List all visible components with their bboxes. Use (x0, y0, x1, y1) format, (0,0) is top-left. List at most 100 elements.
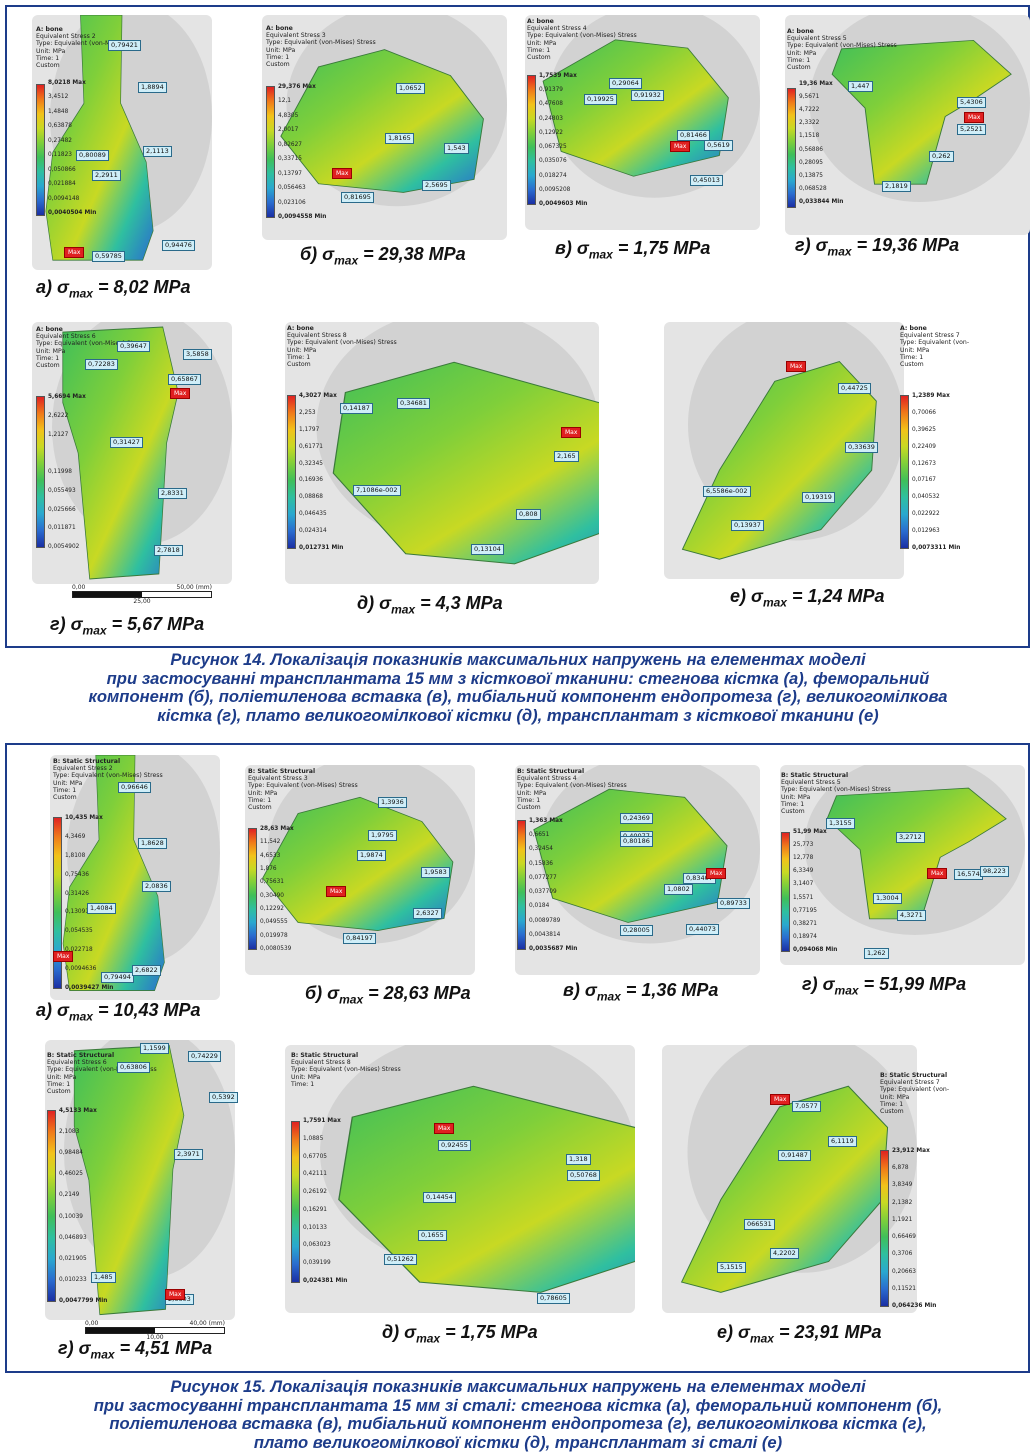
legend-title: A: bone (287, 325, 314, 332)
scale-tick-label: 0,12922 (539, 129, 563, 136)
scale-tick-label: 4,8305 (278, 112, 299, 119)
legend-line: Type: Equivalent (von-Mi (36, 40, 113, 48)
legend-title: B: Static Structural (517, 768, 585, 775)
scale-tick-label: 0,27482 (48, 137, 72, 144)
scale-tick-label: 1,2127 (48, 431, 69, 438)
scale-tick-label: 0,42111 (303, 1171, 327, 1178)
scale-tick-label: 8,0218 Max (48, 80, 86, 86)
stress-probe-label: 066531 (744, 1219, 775, 1230)
scale-tick-label: 0,064236 Min (892, 1303, 937, 1309)
legend-line: Custom (248, 804, 272, 812)
caption-line: плато великогомілкової кістки (д), транс… (253, 1432, 783, 1452)
scale-tick-label: 0,068528 (799, 185, 827, 192)
scale-tick-label: 0,75631 (260, 879, 284, 886)
scale-tick-label: 0,32454 (529, 846, 553, 853)
legend-title: B: Static Structural (291, 1052, 359, 1059)
stress-probe-label: 0,79494 (101, 972, 134, 983)
stress-contour-shape (45, 15, 154, 261)
scale-tick-label: 0,39625 (912, 426, 936, 433)
legend-line: Unit: MPa (517, 789, 547, 797)
legend-line: Unit: MPa (36, 47, 66, 55)
scale-tick-label: 0,10133 (303, 1224, 327, 1231)
scale-row: 0,00 40,00 (mm) (85, 1320, 225, 1327)
scale-tick-label: 0,91379 (539, 87, 563, 94)
legend-line: Time: 1 (266, 53, 290, 61)
scale-tick-label: 0,10039 (59, 1213, 83, 1220)
scale-tick-label: 0,30490 (260, 892, 284, 899)
stress-probe-label: 2,165 (554, 451, 579, 462)
scale-tick-label: 0,063023 (303, 1242, 331, 1249)
stress-probe-label: 0,50768 (567, 1170, 600, 1181)
scale-tick-label: 0,039199 (303, 1260, 331, 1267)
legend-line: Custom (517, 804, 541, 812)
stress-probe-label: 0,13104 (471, 544, 504, 555)
legend-header: A: bone Equivalent Stress 5 Type: Equivale… (787, 28, 897, 71)
stress-probe-label: 0,13937 (731, 520, 764, 531)
scale-tick-label: 1,5571 (793, 894, 814, 901)
scale-tick-label: 0,024381 Min (303, 1278, 348, 1284)
max-marker: Max (670, 141, 691, 152)
scale-tick-label: 0,094068 Min (793, 947, 838, 953)
legend-title: B: Static Structural (880, 1072, 948, 1079)
stress-probe-label: 0,44073 (686, 924, 719, 935)
fea-model-svg (662, 1045, 917, 1313)
scale-tick-label: 0,0080539 (260, 946, 292, 952)
panel-subcaption: г) σmax = 19,36 MPa (795, 235, 960, 259)
figure-15-caption: Рисунок 15. Локалізація показників макси… (8, 1377, 1028, 1452)
scale-tick-label: 0,13797 (278, 170, 302, 177)
stress-probe-label: 0,5619 (704, 140, 733, 151)
legend-line: Custom (787, 64, 811, 72)
scale-tick-label: 1,0885 (303, 1135, 324, 1142)
scale-tick-label: 1,1921 (892, 1216, 913, 1223)
stress-probe-label: 0,19319 (802, 492, 835, 503)
stress-probe-label: 1,262 (864, 948, 889, 959)
stress-probe-label: 1,8165 (385, 133, 414, 144)
legend-line: Equivalent Stress 8 (287, 332, 347, 340)
stress-probe-label: 1,8628 (138, 838, 167, 849)
max-marker: Max (434, 1123, 455, 1134)
scale-tick-label: 2,0017 (278, 127, 299, 134)
scale-tick-label: 0,023106 (278, 199, 306, 206)
scale-tick-label: 29,376 Max (278, 84, 316, 90)
legend-line: Equivalent Stress 2 (53, 765, 113, 773)
legend-line: Unit: MPa (248, 789, 278, 797)
stress-probe-label: 0,51262 (384, 1254, 417, 1265)
stress-probe-label: 0,94476 (162, 240, 195, 251)
scale-tick-label: 12,778 (793, 855, 814, 862)
legend-line: Time: 1 (787, 56, 811, 64)
caption-line: кістка (г), плато великогомілкової кістк… (157, 705, 879, 725)
scale-tick-label: 0,6651 (529, 832, 550, 839)
stress-probe-label: 1,9795 (368, 830, 397, 841)
legend-line: Custom (781, 808, 805, 816)
scale-tick-label: 0,0095208 (539, 186, 571, 193)
caption-line: компонент (б), поліетиленова вставка (в)… (88, 687, 948, 706)
legend-line: Unit: MPa (36, 347, 66, 355)
scale-tick-label: 0,18974 (793, 933, 817, 940)
scale-tick-label: 0,66469 (892, 1234, 916, 1241)
scale-end: 50,00 (mm) (176, 584, 212, 591)
scale-tick-label: 51,99 Max (793, 829, 827, 835)
scale-tick-label: 0,0094148 (48, 195, 80, 202)
stress-probe-label: 0,14454 (423, 1192, 456, 1203)
fea-render-a (32, 15, 212, 270)
stress-probe-label: 1,447 (848, 81, 873, 92)
legend-line: Unit: MPa (47, 1073, 77, 1081)
max-marker: Max (332, 168, 353, 179)
legend-line: Custom (47, 1088, 71, 1096)
scale-tick-label: 0,0184 (529, 903, 550, 910)
legend-line: Custom (880, 1108, 904, 1116)
max-marker: Max (561, 427, 582, 438)
fea-render-d (785, 15, 1030, 235)
legend-line: Type: Equivalent (von-Mises) Stress (248, 782, 358, 790)
stress-probe-label: 3,5858 (183, 349, 212, 360)
legend-line: Equivalent Stress 4 (527, 25, 587, 33)
fea-render-d (780, 765, 1025, 965)
scale-tick-label: 1,2389 Max (912, 393, 950, 399)
legend-line: Time: 1 (527, 46, 551, 54)
scale-start: 0,00 (72, 584, 86, 591)
stress-probe-label: 3,2712 (896, 832, 925, 843)
panel-subcaption: б) σmax = 28,63 MPa (305, 983, 471, 1007)
stress-probe-label: 0,74229 (188, 1051, 221, 1062)
